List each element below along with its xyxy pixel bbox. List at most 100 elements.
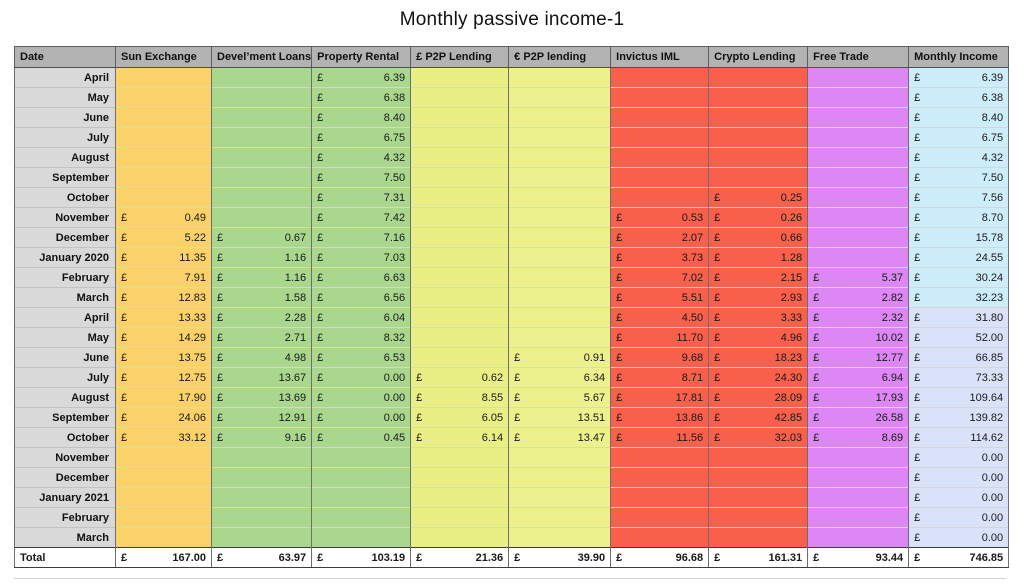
column-header-free[interactable]: Free Trade	[807, 46, 910, 68]
cell-property[interactable]	[311, 487, 412, 508]
cell-invictus[interactable]: £17.81	[610, 387, 710, 408]
cell-crypto[interactable]	[708, 87, 809, 108]
cell-property[interactable]: £7.16	[311, 227, 412, 248]
cell-monthly[interactable]: £7.56	[908, 187, 1010, 208]
cell-p2p_eur[interactable]	[508, 87, 612, 108]
cell-monthly[interactable]: £6.38	[908, 87, 1010, 108]
cell-date[interactable]: February	[14, 267, 116, 288]
cell-crypto[interactable]: £42.85	[708, 407, 809, 428]
column-header-property[interactable]: Property Rental	[311, 46, 412, 68]
cell-monthly[interactable]: £139.82	[908, 407, 1010, 428]
cell-invictus[interactable]	[610, 107, 710, 128]
cell-sun[interactable]: £13.33	[115, 307, 212, 328]
cell-dev[interactable]: £12.91	[210, 407, 313, 428]
column-header-dev[interactable]: Devel’ment Loans	[210, 46, 313, 68]
cell-dev[interactable]	[210, 447, 313, 468]
cell-sun[interactable]	[115, 147, 212, 168]
cell-monthly[interactable]: £52.00	[908, 327, 1010, 348]
cell-sun[interactable]: £17.90	[115, 387, 212, 408]
cell-invictus[interactable]	[610, 527, 710, 548]
cell-p2p_gbp[interactable]	[410, 467, 510, 488]
cell-crypto[interactable]	[708, 167, 809, 188]
cell-p2p_eur[interactable]	[508, 67, 612, 88]
cell-property[interactable]: £8.32	[311, 327, 412, 348]
cell-dev[interactable]	[210, 507, 313, 528]
cell-dev[interactable]: £13.67	[210, 367, 313, 388]
cell-crypto[interactable]: £2.93	[708, 287, 809, 308]
cell-monthly[interactable]: £73.33	[908, 367, 1010, 388]
cell-p2p_gbp[interactable]	[410, 507, 510, 528]
cell-p2p_gbp[interactable]: £6.14	[410, 427, 510, 448]
cell-crypto[interactable]	[708, 487, 809, 508]
cell-p2p_gbp[interactable]	[410, 247, 510, 268]
cell-invictus[interactable]: £13.86	[610, 407, 710, 428]
cell-p2p_eur[interactable]	[508, 287, 612, 308]
cell-invictus[interactable]	[610, 67, 710, 88]
total-cell-free[interactable]: £93.44	[807, 547, 910, 568]
total-cell-crypto[interactable]: £161.31	[708, 547, 809, 568]
cell-p2p_gbp[interactable]	[410, 287, 510, 308]
cell-dev[interactable]: £0.67	[210, 227, 313, 248]
cell-monthly[interactable]: £8.70	[908, 207, 1010, 228]
cell-date[interactable]: May	[14, 327, 116, 348]
cell-property[interactable]: £7.42	[311, 207, 412, 228]
cell-crypto[interactable]	[708, 467, 809, 488]
cell-dev[interactable]: £9.16	[210, 427, 313, 448]
column-header-p2p_eur[interactable]: € P2P lending	[508, 46, 612, 68]
cell-p2p_eur[interactable]	[508, 527, 612, 548]
cell-date[interactable]: December	[14, 467, 116, 488]
cell-property[interactable]: £0.00	[311, 387, 412, 408]
cell-sun[interactable]	[115, 87, 212, 108]
cell-monthly[interactable]: £0.00	[908, 467, 1010, 488]
cell-date[interactable]: September	[14, 407, 116, 428]
cell-monthly[interactable]: £7.50	[908, 167, 1010, 188]
cell-free[interactable]	[807, 207, 910, 228]
cell-date[interactable]: September	[14, 167, 116, 188]
cell-p2p_eur[interactable]: £13.51	[508, 407, 612, 428]
cell-p2p_eur[interactable]: £5.67	[508, 387, 612, 408]
total-cell-dev[interactable]: £63.97	[210, 547, 313, 568]
cell-dev[interactable]	[210, 487, 313, 508]
cell-crypto[interactable]	[708, 447, 809, 468]
cell-free[interactable]	[807, 187, 910, 208]
cell-property[interactable]: £7.31	[311, 187, 412, 208]
cell-sun[interactable]: £13.75	[115, 347, 212, 368]
cell-monthly[interactable]: £24.55	[908, 247, 1010, 268]
cell-p2p_eur[interactable]	[508, 227, 612, 248]
cell-date[interactable]: October	[14, 187, 116, 208]
cell-date[interactable]: April	[14, 67, 116, 88]
cell-dev[interactable]: £1.16	[210, 267, 313, 288]
cell-monthly[interactable]: £30.24	[908, 267, 1010, 288]
cell-crypto[interactable]: £1.28	[708, 247, 809, 268]
cell-free[interactable]: £12.77	[807, 347, 910, 368]
cell-crypto[interactable]: £24.30	[708, 367, 809, 388]
cell-monthly[interactable]: £0.00	[908, 487, 1010, 508]
cell-property[interactable]: £6.63	[311, 267, 412, 288]
cell-property[interactable]: £6.04	[311, 307, 412, 328]
cell-p2p_eur[interactable]	[508, 307, 612, 328]
cell-monthly[interactable]: £4.32	[908, 147, 1010, 168]
cell-dev[interactable]: £1.16	[210, 247, 313, 268]
cell-p2p_eur[interactable]	[508, 487, 612, 508]
cell-invictus[interactable]	[610, 507, 710, 528]
cell-property[interactable]: £0.00	[311, 407, 412, 428]
cell-dev[interactable]	[210, 187, 313, 208]
cell-invictus[interactable]	[610, 487, 710, 508]
cell-date[interactable]: March	[14, 287, 116, 308]
cell-dev[interactable]	[210, 67, 313, 88]
cell-crypto[interactable]: £18.23	[708, 347, 809, 368]
cell-sun[interactable]: £5.22	[115, 227, 212, 248]
total-cell-property[interactable]: £103.19	[311, 547, 412, 568]
cell-free[interactable]	[807, 127, 910, 148]
cell-property[interactable]: £7.50	[311, 167, 412, 188]
cell-free[interactable]	[807, 467, 910, 488]
cell-date[interactable]: July	[14, 127, 116, 148]
cell-sun[interactable]: £14.29	[115, 327, 212, 348]
cell-monthly[interactable]: £114.62	[908, 427, 1010, 448]
cell-p2p_gbp[interactable]: £6.05	[410, 407, 510, 428]
cell-crypto[interactable]	[708, 507, 809, 528]
column-header-sun[interactable]: Sun Exchange	[115, 46, 212, 68]
cell-date[interactable]: June	[14, 107, 116, 128]
total-cell-sun[interactable]: £167.00	[115, 547, 212, 568]
cell-property[interactable]: £6.39	[311, 67, 412, 88]
